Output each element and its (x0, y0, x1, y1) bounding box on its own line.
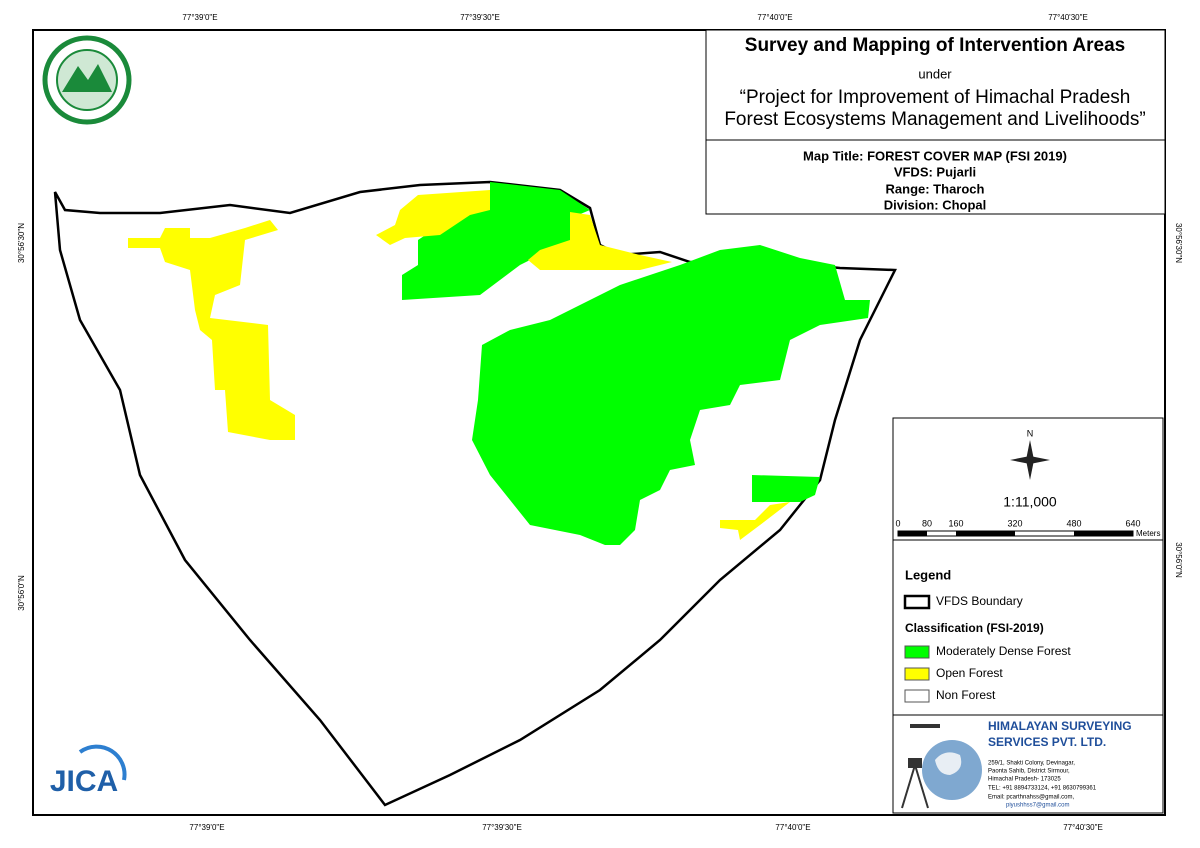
legend-swatch (904, 667, 930, 681)
map (53, 180, 897, 807)
north-arrow: N (1010, 428, 1050, 480)
address: Paonta Sahib, District Sirmour, (988, 769, 1070, 775)
legend-subtitle: Classification (FSI-2019) (905, 621, 1044, 635)
open-forest (128, 220, 295, 440)
scale-tick: 320 (1007, 518, 1022, 528)
coord-label: 77°40'30"E (1063, 823, 1103, 832)
coord-label: 30°56'30"N (17, 223, 26, 263)
dense-forest (752, 475, 820, 502)
title-box (705, 29, 1166, 141)
jica-text: JICA (50, 765, 118, 798)
coord-label: 30°56'30"N (1174, 223, 1183, 263)
scale-tick: 0 (895, 518, 900, 528)
scale-unit: Meters (1136, 529, 1160, 538)
legend-title: Legend (905, 567, 951, 582)
scale-bar: 0 80 160 320 480 640 Meters (895, 518, 1160, 538)
coord-label: 77°39'0"E (189, 823, 224, 832)
grid-labels: 77°39'0"E 77°39'30"E 77°40'0"E 77°40'30"… (17, 13, 1183, 832)
project: “Project for Improvement of Himachal Pra… (740, 87, 1131, 108)
legend-label: Open Forest (936, 666, 1003, 680)
coord-label: 30°56'0"N (17, 575, 26, 611)
scale-tick: 640 (1125, 518, 1140, 528)
map-info: VFDS: Pujarli (894, 164, 976, 179)
scale-tick: 480 (1066, 518, 1081, 528)
coord-label: 77°39'0"E (182, 13, 217, 22)
info-box (705, 139, 1166, 215)
scale-tick: 160 (948, 518, 963, 528)
legend-swatch (903, 594, 931, 610)
subtitle: under (918, 66, 952, 81)
open-forest (376, 190, 490, 245)
address: Email: pcarthnahss@gmail.com, (988, 795, 1074, 801)
coord-label: 77°40'30"E (1048, 13, 1088, 22)
north-label: N (1027, 428, 1034, 438)
company-logo (901, 724, 982, 809)
address: 259/1, Shakti Colony, Devinagar, (988, 761, 1075, 767)
project: Forest Ecosystems Management and Livelih… (724, 109, 1145, 130)
map-info: Range: Tharoch (886, 181, 985, 196)
legend-items: Moderately Dense Forest Open Forest Non Fo… (904, 644, 1071, 703)
open-forest (720, 502, 790, 540)
company-name: SERVICES PVT. LTD. (988, 735, 1106, 749)
legend-swatch (904, 689, 930, 703)
coord-label: 77°39'30"E (460, 13, 500, 22)
scale-tick: 80 (922, 518, 932, 528)
coord-label: 30°56'0"N (1174, 542, 1183, 578)
jica-logo: JICA (50, 744, 127, 798)
legend-swatch (904, 645, 930, 659)
forest-logo (42, 35, 132, 125)
dense-forest (472, 245, 870, 545)
map-info: Map Title: FOREST COVER MAP (FSI 2019) (803, 148, 1067, 163)
company-name: HIMALAYAN SURVEYING (988, 719, 1132, 733)
address: TEL: +91 8894733124, +91 8630799361 (988, 786, 1097, 792)
open-forest (528, 212, 672, 270)
legend-label: VFDS Boundary (936, 594, 1023, 608)
legend-label: Moderately Dense Forest (936, 644, 1071, 658)
coord-label: 77°40'0"E (757, 13, 792, 22)
title: Survey and Mapping of Intervention Areas (745, 35, 1125, 56)
coord-label: 77°39'30"E (482, 823, 522, 832)
legend-label: Non Forest (936, 688, 996, 702)
address: Himachal Pradesh- 173025 (988, 777, 1061, 783)
map-info: Division: Chopal (884, 197, 987, 212)
address: piyushhss7@gmail.com (1006, 803, 1069, 809)
dense-forest (402, 182, 590, 300)
coord-label: 77°40'0"E (775, 823, 810, 832)
scale-text: 1:11,000 (1003, 494, 1057, 510)
